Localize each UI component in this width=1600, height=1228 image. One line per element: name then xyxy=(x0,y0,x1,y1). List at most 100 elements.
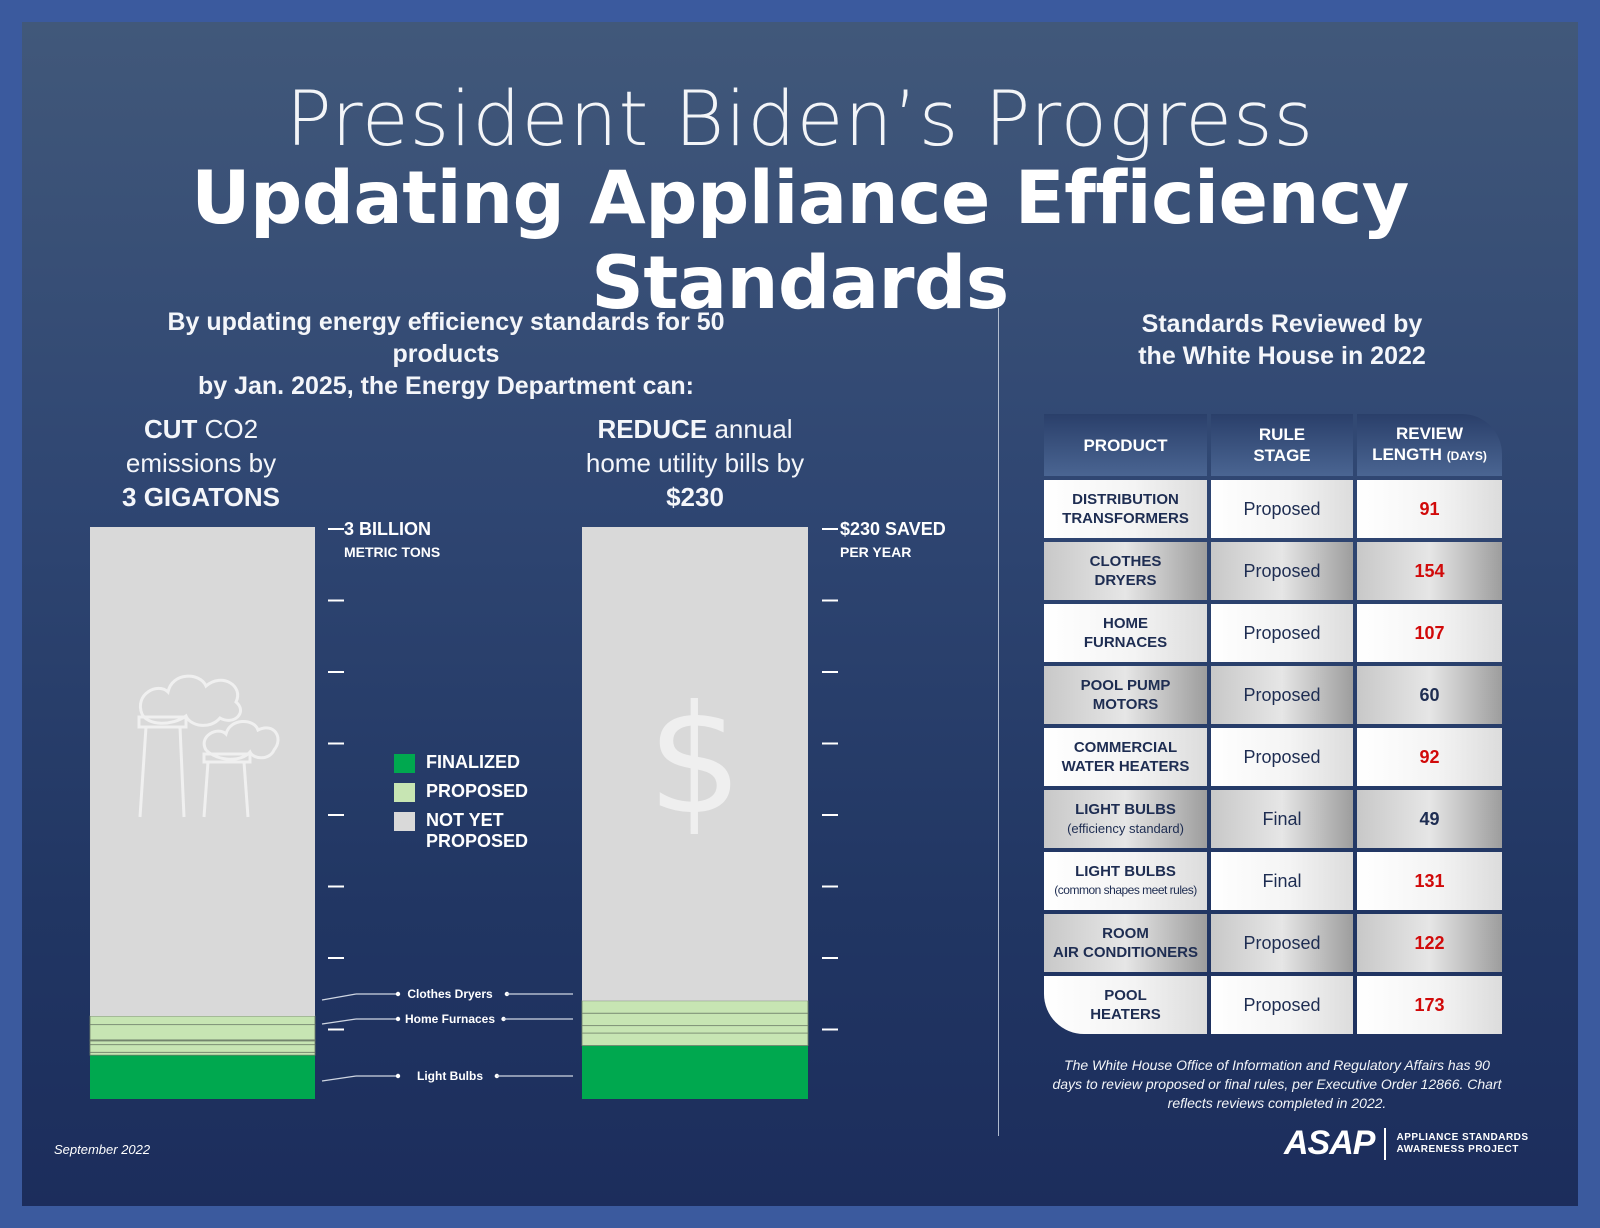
callout-dot xyxy=(494,1073,500,1079)
bills-bar-segment-proposed xyxy=(581,1025,809,1034)
review-days-cell: 131 xyxy=(1357,852,1502,910)
product-cell: HOME FURNACES xyxy=(1044,604,1207,662)
intro-line-1: By updating energy efficiency standards … xyxy=(167,308,725,368)
bills-amount: $230 xyxy=(666,482,724,512)
table-row: DISTRIBUTION TRANSFORMERS Proposed 91 xyxy=(1044,480,1502,538)
table-row: POOL HEATERS Proposed 173 xyxy=(1044,976,1502,1034)
legend-label-finalized: FINALIZED xyxy=(426,752,520,772)
logo-text-line-2: AWARENESS PROJECT xyxy=(1396,1143,1519,1155)
review-days-cell: 49 xyxy=(1357,790,1502,848)
dollar-icon: $ xyxy=(647,674,742,848)
review-days-cell: 173 xyxy=(1357,976,1502,1034)
product-name-line-1: COMMERCIAL xyxy=(1073,739,1178,756)
review-days-cell: 92 xyxy=(1357,728,1502,786)
footnote: The White House Office of Information an… xyxy=(1052,1057,1502,1111)
callout-label: Light Bulbs xyxy=(417,1069,483,1083)
bills-metric-heading: REDUCE annual home utility bills by $230 xyxy=(582,412,808,514)
product-name-line-1: HOME xyxy=(1103,615,1148,632)
legend-item-proposed: PROPOSED xyxy=(394,781,536,802)
intro-text: By updating energy efficiency standards … xyxy=(126,306,766,402)
legend-item-not-proposed: NOT YET PROPOSED xyxy=(394,810,536,852)
co2-amount: 3 GIGATONS xyxy=(122,482,280,512)
product-cell: COMMERCIAL WATER HEATERS xyxy=(1044,728,1207,786)
product-name-line-2: HEATERS xyxy=(1090,1006,1161,1023)
rule-stage-cell: Proposed xyxy=(1211,542,1353,600)
co2-top-label-line-2: METRIC TONS xyxy=(344,544,441,560)
product-subtitle: (common shapes meet rules) xyxy=(1054,883,1197,897)
product-subtitle: (efficiency standard) xyxy=(1067,821,1184,836)
product-name-line-2: TRANSFORMERS xyxy=(1062,510,1189,527)
co2-top-label-line-1: 3 BILLION xyxy=(344,519,432,539)
bills-top-label-line-2: PER YEAR xyxy=(840,544,912,560)
review-days-cell: 91 xyxy=(1357,480,1502,538)
callout-dot xyxy=(504,991,510,997)
product-cell: LIGHT BULBS (efficiency standard) xyxy=(1044,790,1207,848)
intro-line-2: by Jan. 2025, the Energy Department can: xyxy=(197,372,694,400)
co2-top-label: 3 BILLION METRIC TONS xyxy=(344,519,440,560)
rule-stage-cell: Final xyxy=(1211,852,1353,910)
product-name-line-2: WATER HEATERS xyxy=(1061,758,1190,775)
co2-line-2: emissions by xyxy=(125,448,277,478)
header-rule-stage-line-2: STAGE xyxy=(1253,446,1311,465)
review-days-cell: 154 xyxy=(1357,542,1502,600)
table-header-row: PRODUCT RULE STAGE REVIEW LENGTH (DAYS) xyxy=(1044,414,1502,476)
review-heading: Standards Reviewed by the White House in… xyxy=(1052,308,1512,372)
rule-stage-cell: Final xyxy=(1211,790,1353,848)
callout-leader-line xyxy=(321,1075,357,1082)
callout-dot xyxy=(395,1073,401,1079)
table-row: CLOTHES DRYERS Proposed 154 xyxy=(1044,542,1502,600)
product-name-line-1: LIGHT BULBS xyxy=(1075,801,1176,818)
legend-label-proposed: PROPOSED xyxy=(426,781,529,801)
bills-bar-segment-proposed xyxy=(581,1012,809,1027)
table-row: HOME FURNACES Proposed 107 xyxy=(1044,604,1502,662)
header-rule-stage-line-1: RULE xyxy=(1258,425,1306,444)
product-name-line-1: CLOTHES xyxy=(1089,553,1162,570)
co2-bar-segment-proposed xyxy=(89,1044,316,1053)
co2-bar-segment-finalized xyxy=(90,1055,315,1099)
header-product: PRODUCT xyxy=(1044,414,1207,476)
product-name-line-1: LIGHT BULBS xyxy=(1075,863,1176,880)
callout-dot xyxy=(395,1016,401,1022)
bills-bar-segment-proposed xyxy=(581,1032,809,1046)
bills-top-label: $230 SAVED PER YEAR xyxy=(840,519,946,560)
product-name-line-1: POOL xyxy=(1104,987,1147,1004)
header-review-length-unit: (DAYS) xyxy=(1446,449,1487,463)
title-line-1: President Biden’s Progress xyxy=(285,74,1315,163)
legend: FINALIZED PROPOSED NOT YET PROPOSED xyxy=(394,752,536,860)
bills-bar-segment-proposed xyxy=(581,1000,809,1014)
review-days-cell: 122 xyxy=(1357,914,1502,972)
product-name-line-2: AIR CONDITIONERS xyxy=(1052,944,1198,961)
product-name-line-2: DRYERS xyxy=(1094,572,1157,589)
factory-smoke-icon xyxy=(137,674,280,818)
table-row: POOL PUMP MOTORS Proposed 60 xyxy=(1044,666,1502,724)
product-name-line-2: FURNACES xyxy=(1083,634,1168,651)
review-table: PRODUCT RULE STAGE REVIEW LENGTH (DAYS) DI… xyxy=(1044,414,1502,1034)
rule-stage-cell: Proposed xyxy=(1211,604,1353,662)
product-cell: LIGHT BULBS (common shapes meet rules) xyxy=(1044,852,1207,910)
table-row: COMMERCIAL WATER HEATERS Proposed 92 xyxy=(1044,728,1502,786)
product-cell: POOL PUMP MOTORS xyxy=(1044,666,1207,724)
product-name-line-1: ROOM xyxy=(1102,925,1149,942)
co2-rest: CO2 xyxy=(197,414,259,444)
logo-separator xyxy=(1384,1127,1387,1160)
co2-bar-segment-proposed xyxy=(89,1051,316,1056)
column-divider xyxy=(998,308,999,1136)
table-row: LIGHT BULBS (common shapes meet rules) Fin… xyxy=(1044,852,1502,910)
legend-label-not-proposed: NOT YET PROPOSED xyxy=(426,810,529,851)
asap-logo-mark: ASAP xyxy=(1284,1124,1375,1162)
rule-stage-cell: Proposed xyxy=(1211,728,1353,786)
callout-leader-line xyxy=(321,1018,357,1025)
title-line-2: Updating Appliance Efficiency Standards xyxy=(191,156,1409,326)
rule-stage-cell: Proposed xyxy=(1211,480,1353,538)
co2-bar-segment-proposed xyxy=(89,1024,316,1041)
callout-label: Home Furnaces xyxy=(405,1012,495,1026)
legend-swatch-proposed xyxy=(394,783,415,802)
date-label: September 2022 xyxy=(54,1142,151,1157)
review-heading-line-2: the White House in 2022 xyxy=(1138,342,1426,370)
co2-bar-segment-proposed xyxy=(89,1040,316,1046)
callout-label: Clothes Dryers xyxy=(407,987,493,1001)
header-review-length: REVIEW LENGTH (DAYS) xyxy=(1357,414,1502,476)
table-row: LIGHT BULBS (efficiency standard) Final 49 xyxy=(1044,790,1502,848)
product-name-line-1: DISTRIBUTION xyxy=(1072,491,1179,508)
rule-stage-cell: Proposed xyxy=(1211,666,1353,724)
